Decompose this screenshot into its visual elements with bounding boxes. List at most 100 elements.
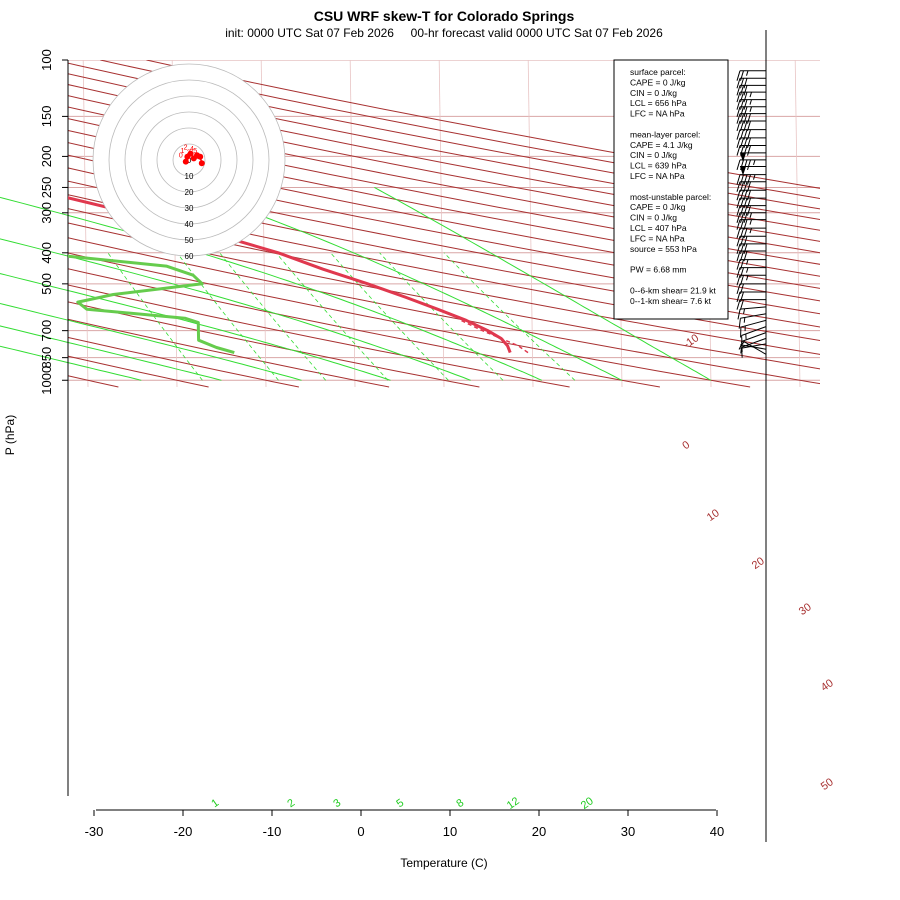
mixing-ratio-lines: 1 2 3 5 8 12 20 <box>107 252 596 812</box>
dry-adiabat-line <box>68 268 660 388</box>
dry-adiabat-line <box>68 167 820 315</box>
hodograph-point <box>182 158 189 165</box>
hodograph-ring <box>140 111 238 209</box>
hodograph-ring <box>92 63 286 257</box>
y-tick-label: 150 <box>39 106 54 128</box>
temperature-line <box>68 196 512 354</box>
dry-adiabat-label: 20 <box>750 555 767 572</box>
legend-line: CAPE = 4.1 J/kg <box>630 140 693 150</box>
mixing-ratio-label: 5 <box>394 797 406 810</box>
wind-barb <box>736 291 766 303</box>
sounding-profiles <box>68 196 529 355</box>
legend-line: LCL = 639 hPa <box>630 161 687 171</box>
y-tick-label: 1000 <box>39 366 54 395</box>
dry-adiabat-label: 40 <box>819 677 836 694</box>
wind-barb <box>737 306 767 320</box>
dry-adiabat-line <box>68 142 820 289</box>
x-tick-label: -30 <box>85 824 104 839</box>
legend-line: CIN = 0 J/kg <box>630 150 677 160</box>
mixing-ratio-line <box>443 252 576 381</box>
dry-adiabat-line <box>68 301 480 388</box>
isotherm-line <box>82 60 89 388</box>
wind-barb <box>736 283 766 294</box>
dry-adiabat-line <box>68 118 820 265</box>
hodograph-ring-label: 30 <box>185 204 194 213</box>
y-tick-label: 500 <box>39 273 54 295</box>
legend-line: surface parcel: <box>630 67 686 77</box>
chart-title: CSU WRF skew-T for Colorado Springs <box>314 8 575 24</box>
legend-line: CIN = 0 J/kg <box>630 213 677 223</box>
isotherm-line <box>794 60 801 388</box>
mixing-ratio-line <box>330 252 449 381</box>
wind-barb <box>736 145 766 156</box>
wind-barb <box>736 267 766 278</box>
legend-line: CAPE = 0 J/kg <box>630 202 686 212</box>
wind-barb <box>736 70 766 81</box>
moist-adiabat-line <box>0 302 302 381</box>
x-tick-label: 20 <box>532 824 546 839</box>
legend-box <box>613 59 729 320</box>
legend-line: CIN = 0 J/kg <box>630 88 677 98</box>
wind-barb <box>736 219 766 230</box>
mixing-ratio-label: 2 <box>285 797 297 810</box>
hodograph-point <box>197 153 204 160</box>
hodograph-ring-label: 60 <box>185 252 194 261</box>
chart-subtitle: init: 0000 UTC Sat 07 Feb 2026 00-hr for… <box>225 26 663 40</box>
dry-adiabat-line <box>68 62 820 210</box>
wind-barb <box>738 344 767 350</box>
x-tick-label: -20 <box>174 824 193 839</box>
y-tick-label: 300 <box>39 202 54 224</box>
legend-line: most-unstable parcel: <box>630 192 711 202</box>
x-tick-label: -10 <box>263 824 282 839</box>
hodograph-ring <box>124 95 254 225</box>
mixing-ratio-label: 1 <box>209 797 221 810</box>
dry-adiabat-line <box>68 375 119 388</box>
moist-adiabat-line <box>374 186 712 381</box>
hodograph-point-label: 5 <box>193 148 197 155</box>
mixing-ratio-label: 8 <box>454 797 466 810</box>
legend-line: PW = 6.68 mm <box>630 265 686 275</box>
hodograph-point-label: 2 <box>184 145 188 152</box>
legend-line: mean-layer parcel: <box>630 129 700 139</box>
mixing-ratio-label: 12 <box>505 795 522 812</box>
wind-barb <box>736 299 766 310</box>
y-tick-label: 850 <box>39 347 54 369</box>
dry-adiabat-line <box>68 222 820 370</box>
mixing-ratio-line <box>275 252 389 381</box>
y-axis-label: P (hPa) <box>3 415 17 455</box>
x-tick-label: 30 <box>621 824 635 839</box>
hodograph-point-label: 0 <box>179 153 183 160</box>
hodograph-ring <box>108 79 270 241</box>
y-tick-label: 700 <box>39 320 54 342</box>
moist-adiabat-line <box>0 345 142 381</box>
mixing-ratio-line <box>379 252 504 381</box>
legend-line: source = 553 hPa <box>630 244 697 254</box>
wind-barb <box>736 77 766 89</box>
wind-barb <box>736 212 766 223</box>
wind-barb <box>736 274 766 286</box>
wind-barbs <box>736 70 767 358</box>
wind-barb <box>736 181 766 192</box>
dry-adiabat-label: 50 <box>819 776 836 793</box>
y-tick-label: 200 <box>39 146 54 168</box>
wind-barb <box>736 84 766 96</box>
wind-barb <box>741 326 767 346</box>
hodograph-point-label: 1 <box>180 148 184 155</box>
moist-adiabat-line <box>0 325 222 381</box>
isotherm-line <box>438 60 445 388</box>
hodograph-ring-label: 40 <box>185 220 194 229</box>
mixing-ratio-label: 3 <box>331 797 343 810</box>
wind-barb <box>736 91 766 103</box>
legend-line: LFC = NA hPa <box>630 109 685 119</box>
hodograph-ring <box>172 143 206 177</box>
hodograph-ring-label: 10 <box>185 172 194 181</box>
dry-adiabat-line <box>68 252 751 388</box>
x-tick-label: 40 <box>710 824 724 839</box>
wind-barb <box>738 313 767 329</box>
y-tick-label: 400 <box>39 242 54 264</box>
legend-line: LCL = 407 hPa <box>630 223 687 233</box>
dry-adiabat-label: 0 <box>680 439 692 452</box>
dry-adiabat-label: 10 <box>705 507 722 524</box>
wind-barb <box>736 113 766 124</box>
